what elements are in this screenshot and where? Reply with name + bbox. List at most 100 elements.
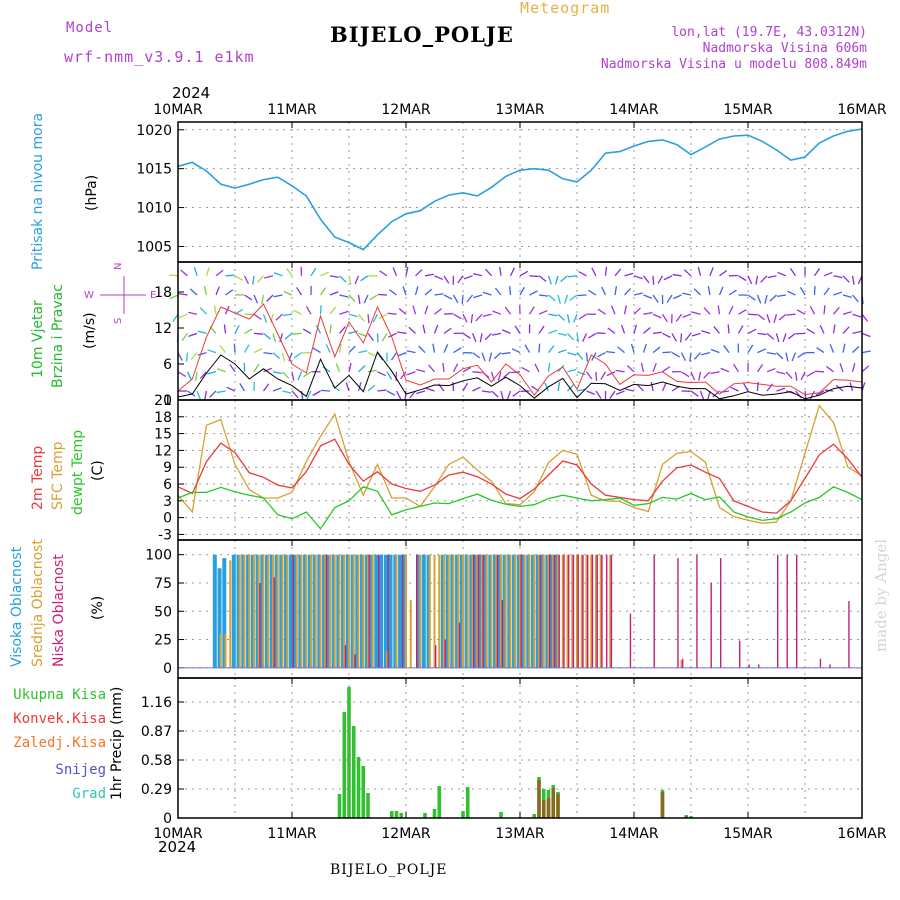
wind-barb <box>852 313 862 318</box>
wind-barb <box>538 309 548 315</box>
wind-barb <box>728 305 734 315</box>
wind-barb <box>443 312 454 315</box>
wind-barb <box>482 291 492 296</box>
wind-barb <box>292 332 302 335</box>
wind-barb <box>789 267 797 277</box>
wind-barb <box>833 306 840 315</box>
wind-barb <box>557 332 567 337</box>
wind-barb <box>207 349 217 354</box>
wind-barb <box>851 275 855 285</box>
precip-conv-bar <box>541 800 546 818</box>
precip-ytick-label: 0.87 <box>141 724 172 740</box>
wind-barb <box>766 313 771 323</box>
wind-barb <box>253 363 260 373</box>
wind-barb <box>738 309 747 315</box>
wind-barb <box>787 332 796 340</box>
wind-barb <box>219 345 227 354</box>
wind-barb <box>293 352 302 359</box>
precip-total-bar <box>465 787 470 818</box>
wind-barb <box>861 350 871 354</box>
wind-barb <box>514 325 521 334</box>
wind-barb <box>766 332 775 340</box>
wind-barb <box>742 382 749 392</box>
cloud-ytick-label: 75 <box>154 576 172 592</box>
wind-barb <box>463 275 473 280</box>
wind-barb <box>557 382 561 392</box>
station-title: BIJELO_POLJE <box>330 22 514 47</box>
model-name: wrf-nmm_v3.9.1 e1km <box>64 48 255 66</box>
wind-barb <box>492 332 502 336</box>
wind-barb <box>319 287 327 296</box>
wind-barb <box>833 291 843 296</box>
wind-barb <box>348 362 352 372</box>
wind-barb <box>434 275 443 281</box>
wind-barb <box>605 351 616 354</box>
xtick-label-top: 15MAR <box>723 102 772 118</box>
wind-barb <box>462 382 469 392</box>
wind-barb <box>261 294 265 304</box>
xtick-label-top: 10MAR <box>153 102 202 118</box>
wind-barb <box>614 286 618 296</box>
wind-barb <box>310 267 317 277</box>
wind-barb <box>693 288 701 296</box>
wind-barb <box>473 272 483 277</box>
wind-barb <box>253 348 263 354</box>
wind-barb <box>699 390 705 400</box>
wind-barb <box>390 352 398 361</box>
wind-barb <box>369 294 378 301</box>
wind-barb <box>727 324 730 334</box>
xtick-label-bottom: 11MAR <box>267 826 316 842</box>
wind-barb <box>367 384 376 392</box>
wind-barb <box>719 269 728 277</box>
xtick-label-bottom: 15MAR <box>723 826 772 842</box>
precip-total-bar <box>532 814 537 818</box>
wind-barb <box>367 369 377 373</box>
wind-barb <box>766 367 776 373</box>
wind-barb <box>472 386 481 392</box>
wind-barb <box>778 313 787 321</box>
temp-ytick-label: 21 <box>154 393 172 409</box>
wind-barb <box>806 371 815 377</box>
wind-barb <box>481 352 486 362</box>
wind-barb <box>624 272 634 277</box>
wind-barb <box>661 313 668 323</box>
wind-barb <box>693 352 701 360</box>
wind-barb <box>453 313 462 320</box>
wind-barb <box>662 332 671 339</box>
wind-barb <box>180 269 188 277</box>
wind-barb <box>800 371 806 381</box>
wind-barb <box>185 352 189 362</box>
wind-barb <box>601 286 607 296</box>
xtick-label-bottom: 16MAR <box>837 826 886 842</box>
wind-barb <box>839 363 844 373</box>
wind-barb <box>213 305 217 315</box>
wind-barb <box>491 390 499 398</box>
wind-barb <box>196 390 201 400</box>
wind-barb <box>671 352 681 358</box>
wind-barb <box>404 390 407 401</box>
wind-barb <box>776 387 786 392</box>
wind-barb <box>662 366 671 373</box>
wind-ytick-label: 6 <box>163 357 172 373</box>
wind-barb <box>643 311 653 315</box>
wind-barb <box>777 271 787 277</box>
wind-barb <box>282 371 290 379</box>
wind-barb <box>813 267 821 277</box>
wind-barb <box>652 275 655 285</box>
wind-barb <box>408 326 416 334</box>
wind-barb <box>842 294 852 298</box>
wind-barb <box>609 390 616 399</box>
wind-barb <box>457 275 464 284</box>
wind-barb <box>819 324 825 334</box>
wind-barb <box>169 294 179 300</box>
wind-barb <box>461 294 464 305</box>
xtick-label-bottom: 12MAR <box>381 826 430 842</box>
wind-barb <box>266 294 274 302</box>
wind-barb <box>557 294 561 304</box>
wind-barb <box>360 275 369 282</box>
wind-barb <box>392 267 398 277</box>
wind-barb <box>415 269 423 277</box>
wind-barb <box>178 313 188 319</box>
wind-barb <box>547 362 551 372</box>
wind-barb <box>187 390 196 397</box>
